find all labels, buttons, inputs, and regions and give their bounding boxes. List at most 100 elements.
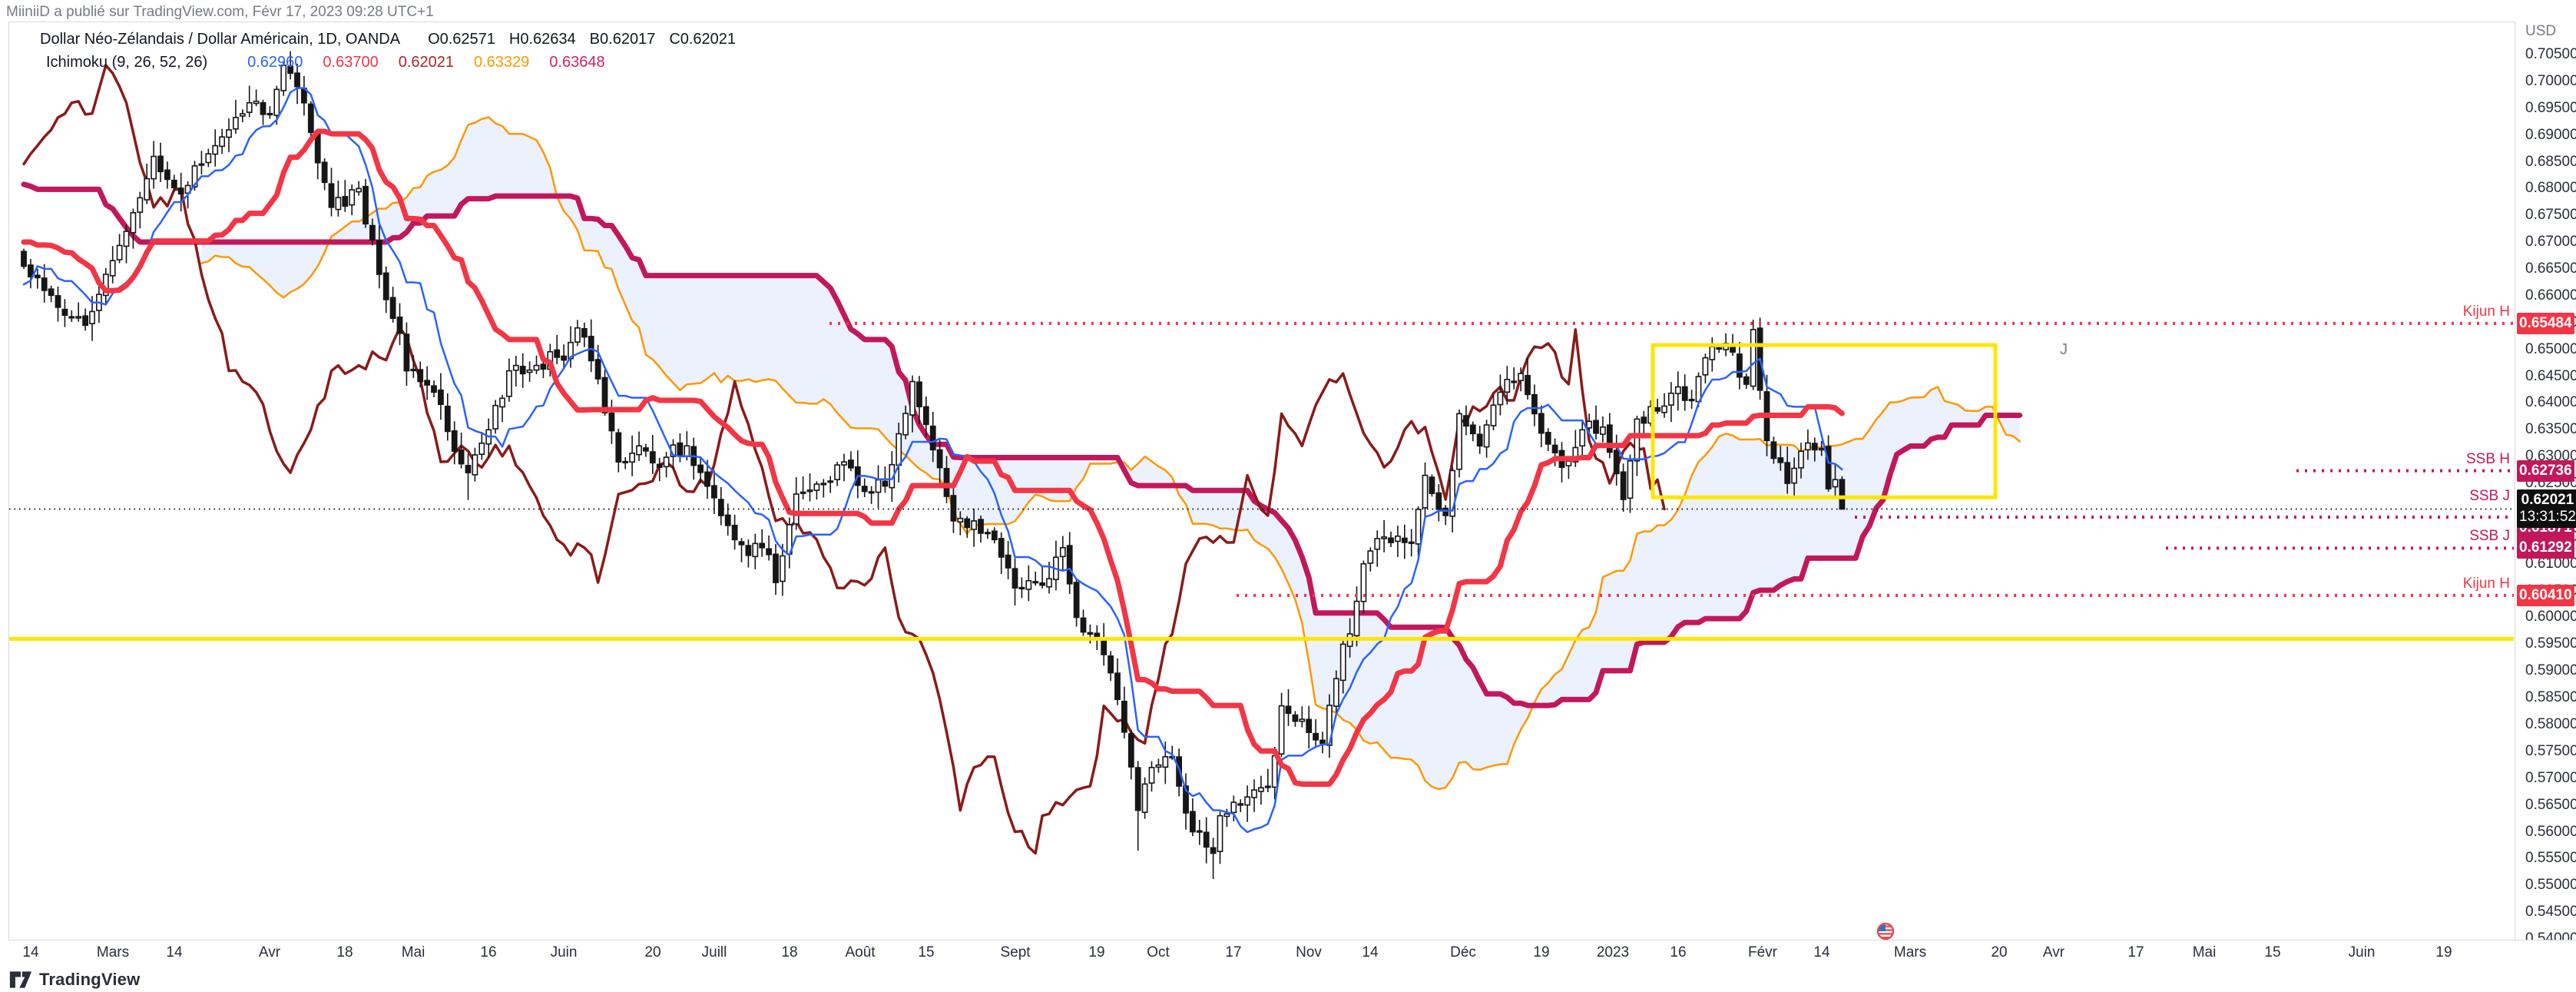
candle-body bbox=[1531, 393, 1538, 415]
chikou-span-line bbox=[22, 64, 1666, 855]
candle-body bbox=[1196, 830, 1203, 833]
indicator-title: Ichimoku (9, 26, 52, 26) bbox=[46, 54, 208, 71]
candle-body bbox=[109, 260, 116, 277]
candle-body bbox=[1545, 432, 1551, 445]
candle-body bbox=[1463, 415, 1469, 427]
candle-body bbox=[1600, 426, 1606, 435]
drawing-j-label[interactable]: J bbox=[2060, 341, 2068, 358]
price-tick: 0.63500 bbox=[2525, 421, 2576, 438]
time-axis[interactable]: 14 Mars 14 Avr 18 Mai 16 Juin 20 Juill 18 Août 15 Sep… bbox=[8, 940, 2576, 963]
candle-body bbox=[205, 153, 212, 164]
price-tick: 0.68000 bbox=[2525, 180, 2576, 197]
candle-body bbox=[403, 333, 410, 372]
senkou-span-a-line bbox=[200, 116, 2021, 791]
candle-body bbox=[1306, 718, 1313, 733]
candle-body bbox=[1381, 536, 1387, 539]
candle-body bbox=[1127, 733, 1134, 768]
candle-body bbox=[1251, 789, 1257, 798]
candle-body bbox=[950, 495, 957, 522]
candle-body bbox=[151, 155, 157, 180]
symbol-title: Dollar Néo-Zélandais / Dollar Américain,… bbox=[40, 31, 401, 48]
candle-body bbox=[1805, 442, 1811, 451]
candle-body bbox=[396, 316, 403, 334]
candle-body bbox=[1429, 476, 1435, 494]
candle-body bbox=[1080, 617, 1087, 633]
time-axis-label: Nov bbox=[1296, 944, 1322, 960]
candle-body bbox=[342, 196, 349, 207]
candle-body bbox=[1073, 582, 1080, 619]
candle-body bbox=[1620, 471, 1627, 500]
candle-body bbox=[1709, 346, 1716, 360]
candle-body bbox=[363, 185, 369, 225]
candle-body bbox=[717, 499, 724, 516]
candle-body bbox=[1538, 413, 1545, 434]
candle-body bbox=[492, 404, 498, 430]
price-tick: 0.70500 bbox=[2525, 46, 2576, 62]
price-scale[interactable]: USD 0.70500 0.70000 0.69500 0.69000 0.68500 0… bbox=[2515, 22, 2576, 947]
candle-body bbox=[957, 517, 964, 523]
candle-body bbox=[184, 184, 191, 194]
candle-body bbox=[431, 385, 437, 393]
candle-body bbox=[766, 548, 772, 556]
candle-body bbox=[1668, 392, 1674, 406]
time-axis-label: Juill bbox=[701, 944, 727, 960]
candle-body bbox=[349, 189, 356, 206]
candle-body bbox=[232, 117, 239, 130]
tradingview-logo[interactable]: TradingView bbox=[9, 969, 140, 990]
us-flag-event-icon[interactable] bbox=[1876, 922, 1895, 941]
candle-body bbox=[389, 297, 396, 320]
candle-body bbox=[1490, 404, 1497, 426]
ichimoku-value-3: 0.63329 bbox=[474, 54, 530, 71]
ichimoku-value-4: 0.63648 bbox=[549, 54, 605, 71]
candle-body bbox=[759, 542, 766, 549]
candle-body bbox=[1497, 391, 1504, 406]
candle-body bbox=[1244, 796, 1250, 806]
candle-body bbox=[1319, 739, 1326, 745]
candle-body bbox=[1784, 462, 1791, 484]
drawing-rectangle[interactable] bbox=[1651, 343, 1998, 499]
price-level-badge: 0.60410 bbox=[2517, 584, 2574, 606]
candle-body bbox=[793, 493, 800, 525]
candle-body bbox=[1018, 586, 1025, 590]
candle-body bbox=[561, 355, 567, 361]
candle-body bbox=[1183, 785, 1189, 814]
candle-body bbox=[1422, 474, 1429, 509]
current-price-badge: 0.62021 13:31:52 bbox=[2517, 489, 2576, 529]
tenkan-sen-line bbox=[22, 87, 1843, 834]
candle-body bbox=[875, 479, 882, 493]
time-axis-label: 15 bbox=[918, 944, 935, 960]
candle-body bbox=[601, 377, 608, 414]
candle-body bbox=[1190, 811, 1196, 833]
candle-body bbox=[356, 187, 362, 193]
candle-body bbox=[437, 389, 444, 405]
candle-body bbox=[861, 486, 868, 493]
candle-body bbox=[779, 555, 786, 582]
candle-body bbox=[171, 179, 177, 189]
price-tick: 0.66000 bbox=[2525, 287, 2576, 304]
tradingview-logo-text: TradingView bbox=[39, 970, 141, 989]
candle-body bbox=[1223, 813, 1230, 818]
time-axis-label: 18 bbox=[781, 944, 798, 960]
symbol-legend-row[interactable]: Dollar Néo-Zélandais / Dollar Américain,… bbox=[26, 28, 736, 51]
candle-body bbox=[1839, 479, 1846, 510]
price-level-label-ssb-h: SSB H bbox=[2465, 450, 2510, 467]
candle-body bbox=[376, 240, 382, 275]
candle-body bbox=[417, 369, 424, 383]
candle-body bbox=[909, 380, 916, 416]
candle-body bbox=[307, 103, 314, 134]
candle-body bbox=[656, 463, 663, 468]
ichimoku-legend-row[interactable]: Ichimoku (9, 26, 52, 26) 0.62960 0.63700 0.… bbox=[26, 51, 736, 74]
candle-body bbox=[684, 445, 690, 457]
candle-body bbox=[629, 453, 635, 463]
candle-body bbox=[868, 491, 875, 494]
candle-body bbox=[1162, 755, 1169, 768]
ohlc-value-c: C0.62021 bbox=[669, 31, 737, 48]
candle-body bbox=[1415, 509, 1422, 545]
candle-body bbox=[314, 133, 321, 164]
time-axis-label: 14 bbox=[166, 944, 183, 960]
price-level-label-kijun-h: Kijun H bbox=[2462, 303, 2510, 320]
time-axis-label: Déc bbox=[1450, 944, 1476, 960]
candle-body bbox=[382, 272, 389, 300]
price-tick: 0.58500 bbox=[2525, 689, 2576, 706]
